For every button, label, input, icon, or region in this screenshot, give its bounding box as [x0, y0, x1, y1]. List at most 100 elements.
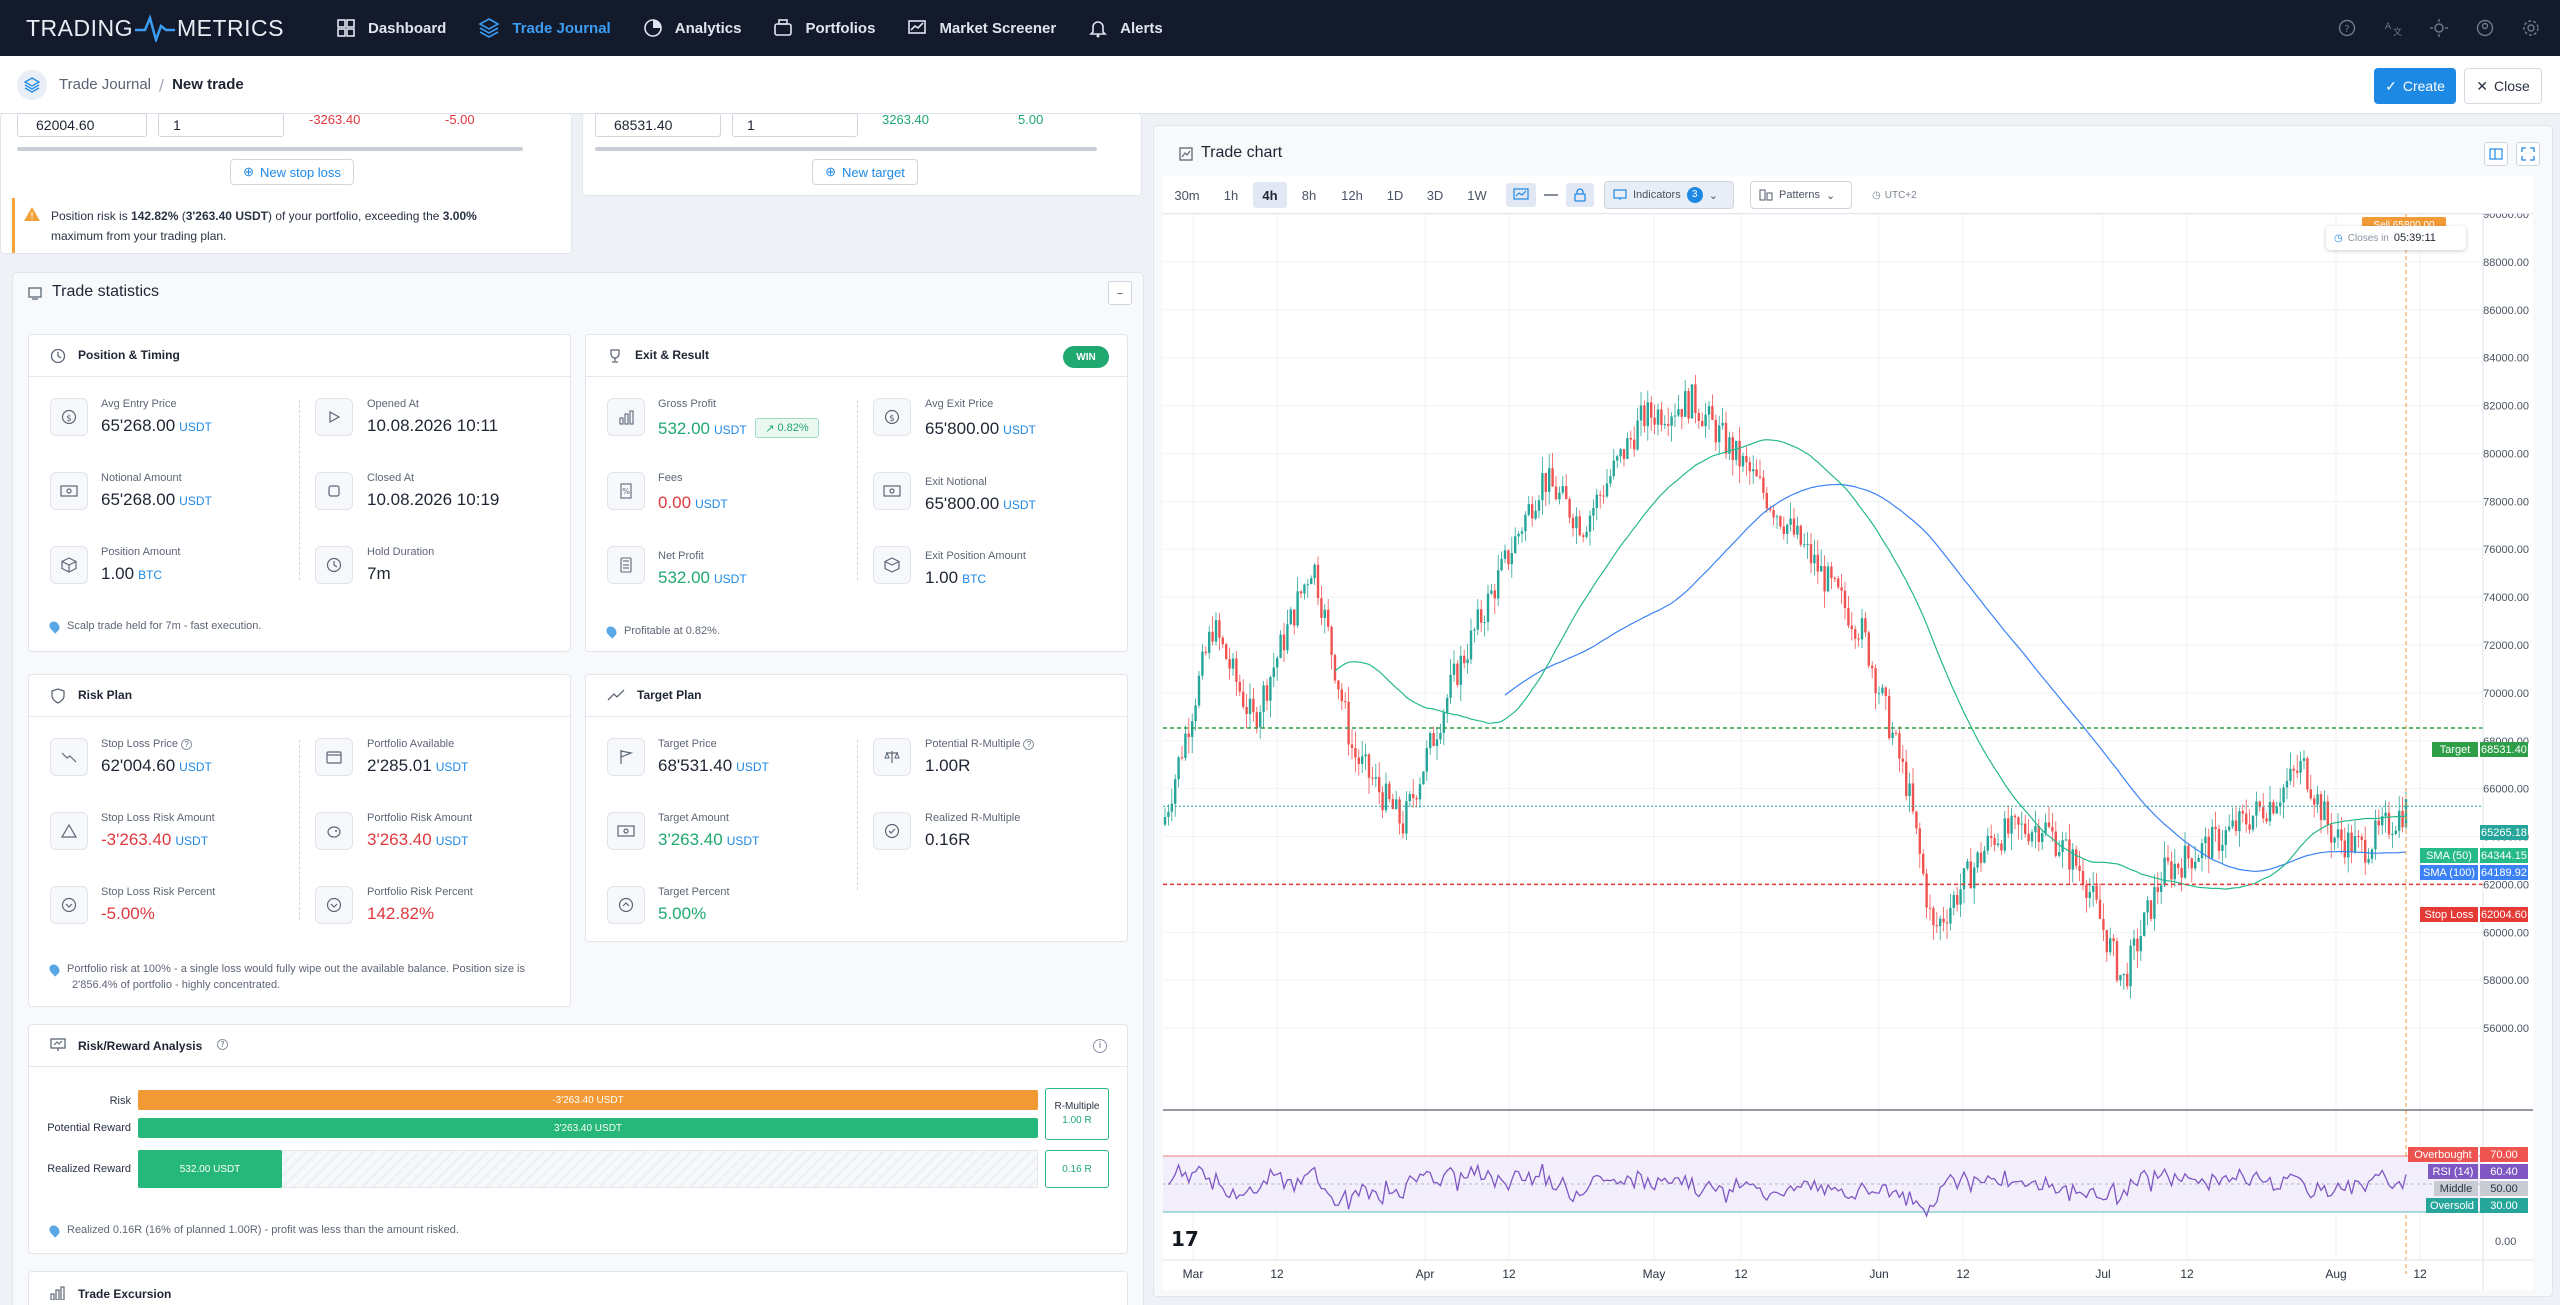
stoploss-scrollbar[interactable] [17, 147, 523, 151]
price-tick: 66000.00 [2483, 784, 2529, 796]
nav-market-screener[interactable]: Market Screener [907, 0, 1056, 56]
theme-sun-icon[interactable] [2430, 19, 2448, 37]
app-logo[interactable]: TRADING METRICS [26, 0, 284, 56]
target-scrollbar[interactable] [595, 147, 1097, 151]
candle-body [2211, 826, 2214, 859]
candle-body [1779, 516, 1782, 527]
candle-body [1405, 801, 1408, 834]
nav-trade-journal[interactable]: Trade Journal [478, 0, 611, 56]
target-amount-value: 3'263.40 USDT [658, 830, 760, 849]
candle-body [2078, 865, 2081, 871]
timeframe-30m[interactable]: 30m [1174, 187, 1200, 203]
time-tick: 12 [2413, 1267, 2427, 1281]
svg-text:$: $ [889, 414, 895, 424]
banknote-icon [873, 472, 911, 510]
timezone-label: UTC+2 [1884, 189, 1917, 201]
info-icon[interactable]: ? [217, 1039, 228, 1050]
target-price-input[interactable]: 68531.40 [595, 113, 721, 137]
candle-body [1701, 420, 1704, 427]
trade-chart-title: Trade chart [1201, 144, 1283, 161]
timeframe-1h[interactable]: 1h [1223, 187, 1239, 203]
sl-percent-value: -5.00% [101, 904, 155, 923]
stoploss-qty-input[interactable]: 1 [158, 113, 284, 137]
trade-statistics-title: Trade statistics [52, 283, 159, 300]
language-icon[interactable]: A文 [2384, 19, 2402, 37]
help-icon[interactable]: ? [2338, 19, 2356, 37]
fullscreen-button[interactable] [2516, 142, 2540, 166]
sl-price-label: Stop Loss Price ? [101, 738, 193, 750]
patterns-dropdown[interactable]: Patterns ⌄ [1750, 181, 1852, 209]
price-tick: 80000.00 [2483, 448, 2529, 460]
realized-reward-bar: 532.00 USDT [138, 1150, 282, 1188]
candle-body [1201, 651, 1204, 676]
candle-body [1177, 757, 1180, 780]
new-stoploss-button[interactable]: ⊕ New stop loss [230, 159, 354, 185]
candle-body [1718, 425, 1721, 443]
close-button[interactable]: ✕ Close [2464, 68, 2542, 104]
sma50-line [1334, 439, 2407, 890]
candle-body [2177, 863, 2180, 868]
nav-portfolios[interactable]: Portfolios [773, 0, 875, 56]
closes-in-label: Closes in [2347, 232, 2389, 244]
target-line-tag: Target [2432, 742, 2478, 757]
sma50-value: 64344.15 [2480, 848, 2528, 863]
candle-body [1197, 675, 1201, 706]
candle-body [2136, 938, 2139, 952]
new-target-button[interactable]: ⊕ New target [812, 159, 918, 185]
check-circle-icon [873, 812, 911, 850]
candle-body [1612, 460, 1615, 477]
stoploss-price-input[interactable]: 62004.60 [17, 113, 147, 137]
timezone-button[interactable]: ◷ UTC+2 [1872, 186, 1917, 204]
chart-type-button[interactable] [1506, 183, 1536, 207]
candle-body [1439, 732, 1442, 740]
timeframe-3d[interactable]: 3D [1426, 187, 1444, 203]
divider [585, 376, 1128, 377]
win-badge: WIN [1063, 346, 1109, 368]
candle-body [2197, 858, 2200, 862]
lock-button[interactable] [1566, 183, 1594, 207]
candle-body [2282, 787, 2285, 803]
breadcrumb-parent[interactable]: Trade Journal [59, 76, 151, 93]
chart-layout-button[interactable] [2484, 142, 2508, 166]
price-chart[interactable]: 90000.00 88000.00 86000.00 84000.00 82000.00… [1163, 214, 2533, 1290]
candle-body [1949, 907, 1952, 924]
candle-body [1636, 420, 1639, 450]
horizontal-gridlines [1163, 214, 2483, 1029]
r-multiple-value: 1.00 R [1062, 1115, 1092, 1126]
candle-body [1374, 777, 1377, 779]
candle-body [1446, 697, 1449, 713]
timeframe-1d[interactable]: 1D [1386, 187, 1404, 203]
banknote-icon [607, 812, 645, 850]
candle-body [1813, 554, 1816, 564]
pf-risk-percent-label: Portfolio Risk Percent [367, 886, 473, 898]
target-price-value: 68'531.40 USDT [658, 756, 769, 775]
timeframe-12h[interactable]: 12h [1341, 187, 1363, 203]
user-icon[interactable] [2476, 19, 2494, 37]
collapse-button[interactable]: – [1108, 281, 1132, 305]
time-tick: Jul [2095, 1267, 2110, 1281]
candle-body [1432, 733, 1435, 746]
target-qty-input[interactable]: 1 [732, 113, 858, 137]
nav-dashboard[interactable]: Dashboard [336, 0, 446, 56]
create-button[interactable]: ✓ Create [2374, 68, 2456, 104]
timeframe-8h[interactable]: 8h [1301, 187, 1317, 203]
line-tool-button[interactable] [1540, 183, 1562, 207]
nav-analytics[interactable]: Analytics [643, 0, 741, 56]
candle-body [1503, 550, 1507, 559]
indicators-dropdown[interactable]: Indicators 3 ⌄ [1604, 181, 1734, 209]
candle-body [1514, 536, 1517, 554]
info-circle-icon[interactable]: i [1093, 1039, 1107, 1053]
candle-body [1418, 784, 1422, 800]
sl-amount-label: Stop Loss Risk Amount [101, 812, 215, 824]
candle-body [1350, 744, 1354, 749]
timeframe-4h[interactable]: 4h [1253, 182, 1287, 208]
closed-value: 10.08.2026 10:19 [367, 490, 500, 509]
nav-alerts[interactable]: Alerts [1088, 0, 1163, 56]
settings-gear-icon[interactable] [2522, 19, 2540, 37]
candle-body [1758, 476, 1762, 478]
timeframe-1w[interactable]: 1W [1467, 187, 1487, 203]
breadcrumb-bar: Trade Journal / New trade [0, 56, 2560, 114]
candle-body [1191, 721, 1194, 738]
candle-body [2326, 801, 2329, 825]
breadcrumb-current: New trade [172, 76, 244, 93]
